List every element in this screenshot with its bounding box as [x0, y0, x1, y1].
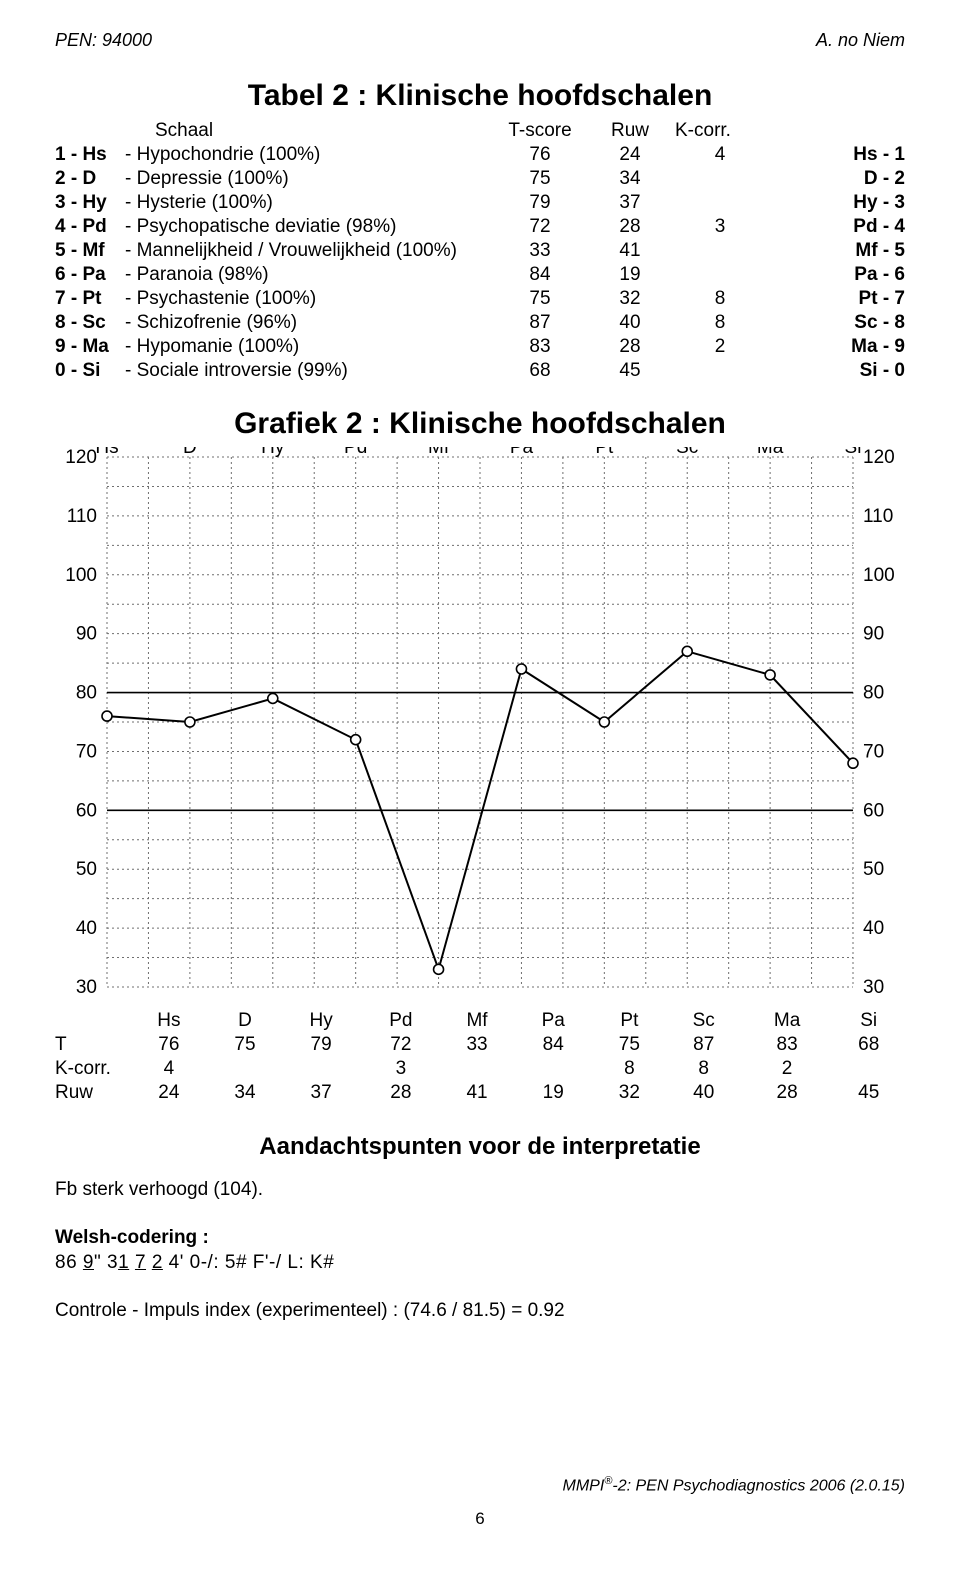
svg-text:60: 60	[76, 800, 97, 821]
table-row: T76757972338475878368	[55, 1033, 905, 1057]
svg-text:Pt: Pt	[595, 447, 614, 458]
svg-text:Ma: Ma	[757, 447, 784, 458]
svg-text:70: 70	[863, 741, 884, 762]
svg-text:120: 120	[65, 447, 97, 468]
svg-text:100: 100	[65, 565, 97, 586]
svg-text:110: 110	[67, 506, 97, 527]
col-tscore: T-score	[495, 119, 585, 143]
bottom-table: HsDHyPdMfPaPtScMaSiT76757972338475878368…	[55, 1009, 905, 1105]
svg-text:110: 110	[863, 506, 893, 527]
table-row: 4 - Pd- Psychopatische deviatie (98%)722…	[55, 215, 905, 239]
svg-text:Si: Si	[845, 447, 862, 458]
svg-text:Hy: Hy	[261, 447, 285, 458]
table-row: K-corr.43882	[55, 1057, 905, 1081]
table-row: 6 - Pa- Paranoia (98%)8419Pa - 6	[55, 263, 905, 287]
svg-text:30: 30	[76, 977, 97, 998]
svg-text:100: 100	[863, 565, 895, 586]
svg-text:50: 50	[76, 859, 97, 880]
svg-text:40: 40	[76, 918, 97, 939]
table-row: 2 - D- Depressie (100%)7534D - 2	[55, 167, 905, 191]
svg-text:80: 80	[863, 683, 884, 704]
table-row: 0 - Si- Sociale introversie (99%)6845Si …	[55, 359, 905, 383]
svg-text:90: 90	[76, 624, 97, 645]
table-row: 1 - Hs- Hypochondrie (100%)76244Hs - 1	[55, 143, 905, 167]
col-kcorr: K-corr.	[675, 119, 905, 143]
svg-text:60: 60	[863, 800, 884, 821]
table-row: 8 - Sc- Schizofrenie (96%)87408Sc - 8	[55, 311, 905, 335]
svg-text:Sc: Sc	[676, 447, 698, 458]
table-row: 9 - Ma- Hypomanie (100%)83282Ma - 9	[55, 335, 905, 359]
svg-text:40: 40	[863, 918, 884, 939]
welsh-label: Welsh-codering :	[55, 1225, 905, 1251]
svg-text:120: 120	[863, 447, 895, 468]
table-row: 7 - Pt- Psychastenie (100%)75328Pt - 7	[55, 287, 905, 311]
welsh-code: 86 9" 31 7 2 4' 0-/: 5# F'-/ L: K#	[55, 1250, 905, 1276]
svg-text:Hs: Hs	[95, 447, 118, 458]
header-right: A. no Niem	[816, 30, 905, 51]
svg-text:80: 80	[76, 683, 97, 704]
page-number: 6	[55, 1509, 905, 1529]
chart-title: Grafiek 2 : Klinische hoofdschalen	[55, 407, 905, 441]
table-row: Ruw24343728411932402845	[55, 1081, 905, 1105]
svg-text:Pd: Pd	[344, 447, 367, 458]
svg-text:70: 70	[76, 741, 97, 762]
profile-chart: 30 30 40 40 50 50 60 60 70 70 80 80 90 90 100 100 110 110…	[55, 447, 905, 1007]
scales-table: Schaal T-score Ruw K-corr. 1 - Hs- Hypoc…	[55, 119, 905, 383]
svg-text:D: D	[183, 447, 197, 458]
fb-text: Fb sterk verhoogd (104).	[55, 1177, 905, 1203]
svg-text:Pa: Pa	[510, 447, 534, 458]
table-row: HsDHyPdMfPaPtScMaSi	[55, 1009, 905, 1033]
col-schaal: Schaal	[125, 119, 495, 143]
svg-text:90: 90	[863, 624, 884, 645]
header-left: PEN: 94000	[55, 30, 152, 51]
table-title: Tabel 2 : Klinische hoofdschalen	[55, 79, 905, 113]
table-row: 3 - Hy- Hysterie (100%)7937Hy - 3	[55, 191, 905, 215]
col-ruw: Ruw	[585, 119, 675, 143]
control-index: Controle - Impuls index (experimenteel) …	[55, 1298, 905, 1324]
svg-text:30: 30	[863, 977, 884, 998]
interpretation-title: Aandachtspunten voor de interpretatie	[55, 1133, 905, 1161]
footer-text: MMPI®-2: PEN Psychodiagnostics 2006 (2.0…	[55, 1475, 905, 1495]
table-row: 5 - Mf- Mannelijkheid / Vrouwelijkheid (…	[55, 239, 905, 263]
svg-text:Mf: Mf	[428, 447, 450, 458]
svg-text:50: 50	[863, 859, 884, 880]
